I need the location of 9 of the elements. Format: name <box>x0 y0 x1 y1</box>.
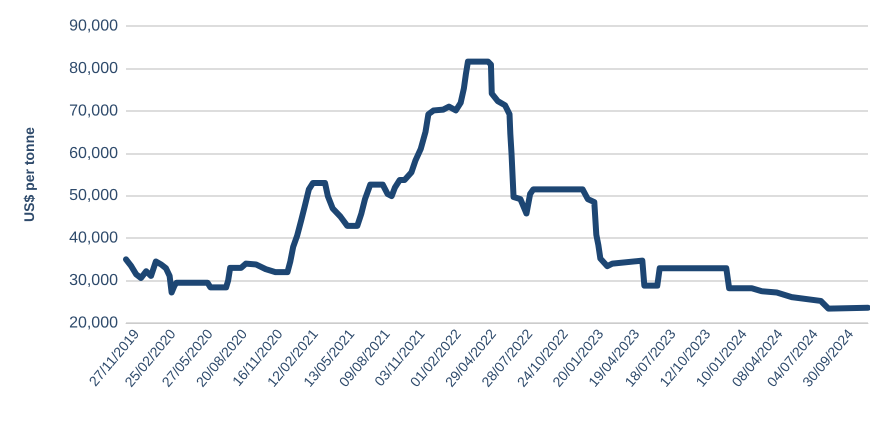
y-axis-title: US$ per tonne <box>21 126 37 222</box>
y-tick-label: 90,000 <box>69 18 118 34</box>
y-tick-label: 50,000 <box>69 187 118 204</box>
y-tick-label: 20,000 <box>69 314 118 332</box>
y-tick-label: 30,000 <box>69 272 118 290</box>
y-tick-label: 40,000 <box>69 230 118 247</box>
y-tick-label: 60,000 <box>69 144 118 162</box>
y-tick-label: 70,000 <box>69 102 118 120</box>
y-tick-label: 80,000 <box>69 60 118 77</box>
